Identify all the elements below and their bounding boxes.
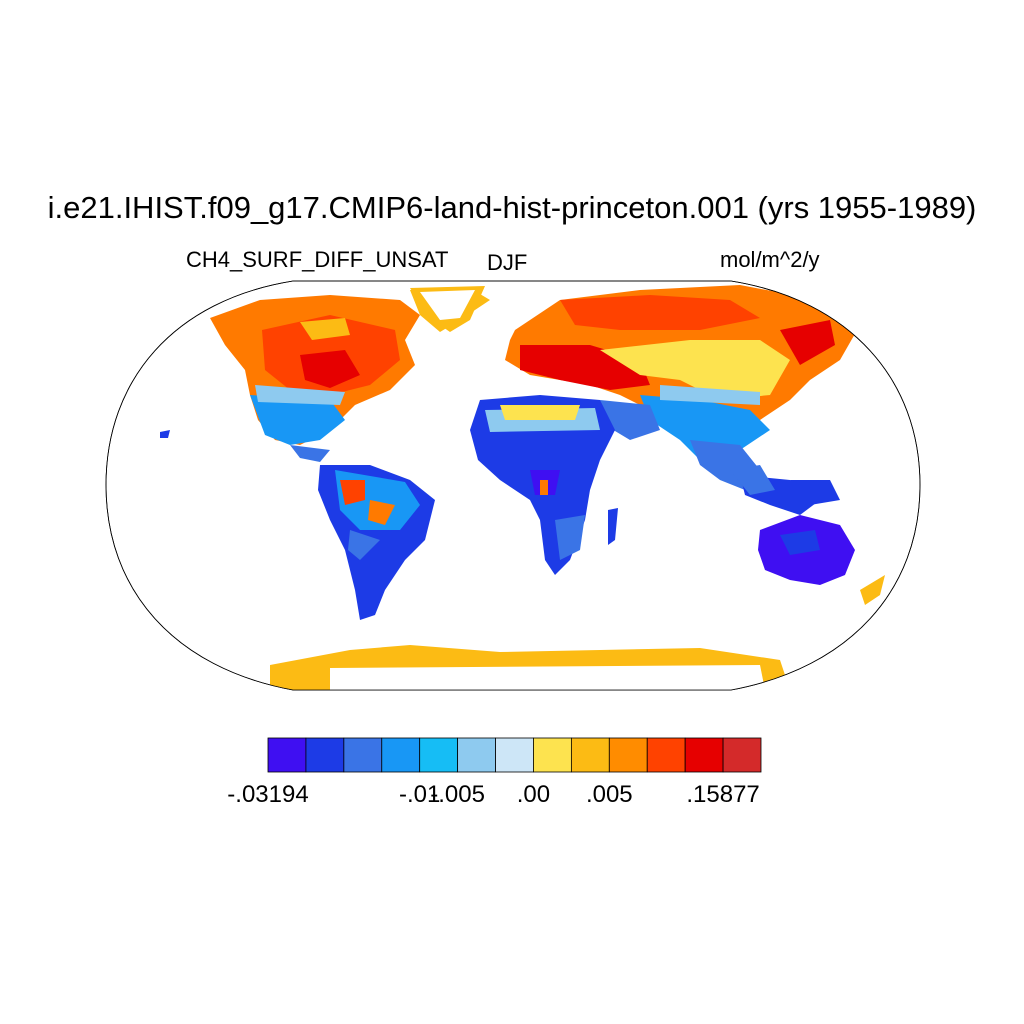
colorbar-swatch-3 bbox=[381, 737, 421, 773]
greenland-landmass bbox=[410, 286, 485, 332]
colorbar-label-3: .00 bbox=[516, 781, 551, 808]
antarctica-landmass bbox=[270, 645, 790, 690]
variable-label: CH4_SURF_DIFF_UNSAT bbox=[186, 247, 449, 272]
season-label: DJF bbox=[487, 250, 528, 275]
colorbar-swatch-9 bbox=[608, 737, 648, 773]
colorbar-swatch-2 bbox=[343, 737, 383, 773]
colorbar-label-4: .005 bbox=[585, 781, 633, 808]
colorbar-label-1: -.01 bbox=[399, 781, 441, 808]
south-america-landmass bbox=[318, 465, 435, 620]
colorbar-swatch-10 bbox=[646, 737, 686, 773]
colorbar-swatch-7 bbox=[533, 737, 572, 773]
colorbar-label-5: .15877 bbox=[686, 781, 760, 808]
eurasia-landmass bbox=[505, 285, 860, 515]
colorbar-swatch-6 bbox=[495, 737, 534, 773]
colorbar-swatch-5 bbox=[457, 737, 496, 773]
colorbar-label-0: -.03194 bbox=[227, 781, 309, 808]
colorbar-label-2: -.005 bbox=[430, 781, 485, 808]
colorbar-swatch-0 bbox=[267, 737, 307, 773]
map-boundary-outline bbox=[105, 280, 921, 691]
colorbar-swatch-8 bbox=[570, 737, 610, 773]
colorbar-swatch-4 bbox=[419, 737, 459, 773]
plot-title: i.e21.IHIST.f09_g17.CMIP6-land-hist-prin… bbox=[47, 190, 977, 225]
australia-landmass bbox=[730, 465, 885, 605]
colorbar-swatch-11 bbox=[684, 737, 724, 773]
africa-landmass bbox=[470, 395, 618, 575]
units-label: mol/m^2/y bbox=[720, 247, 820, 272]
colorbar-swatch-12 bbox=[722, 737, 762, 773]
colorbar-swatch-1 bbox=[305, 737, 345, 773]
colorbar bbox=[267, 737, 762, 773]
